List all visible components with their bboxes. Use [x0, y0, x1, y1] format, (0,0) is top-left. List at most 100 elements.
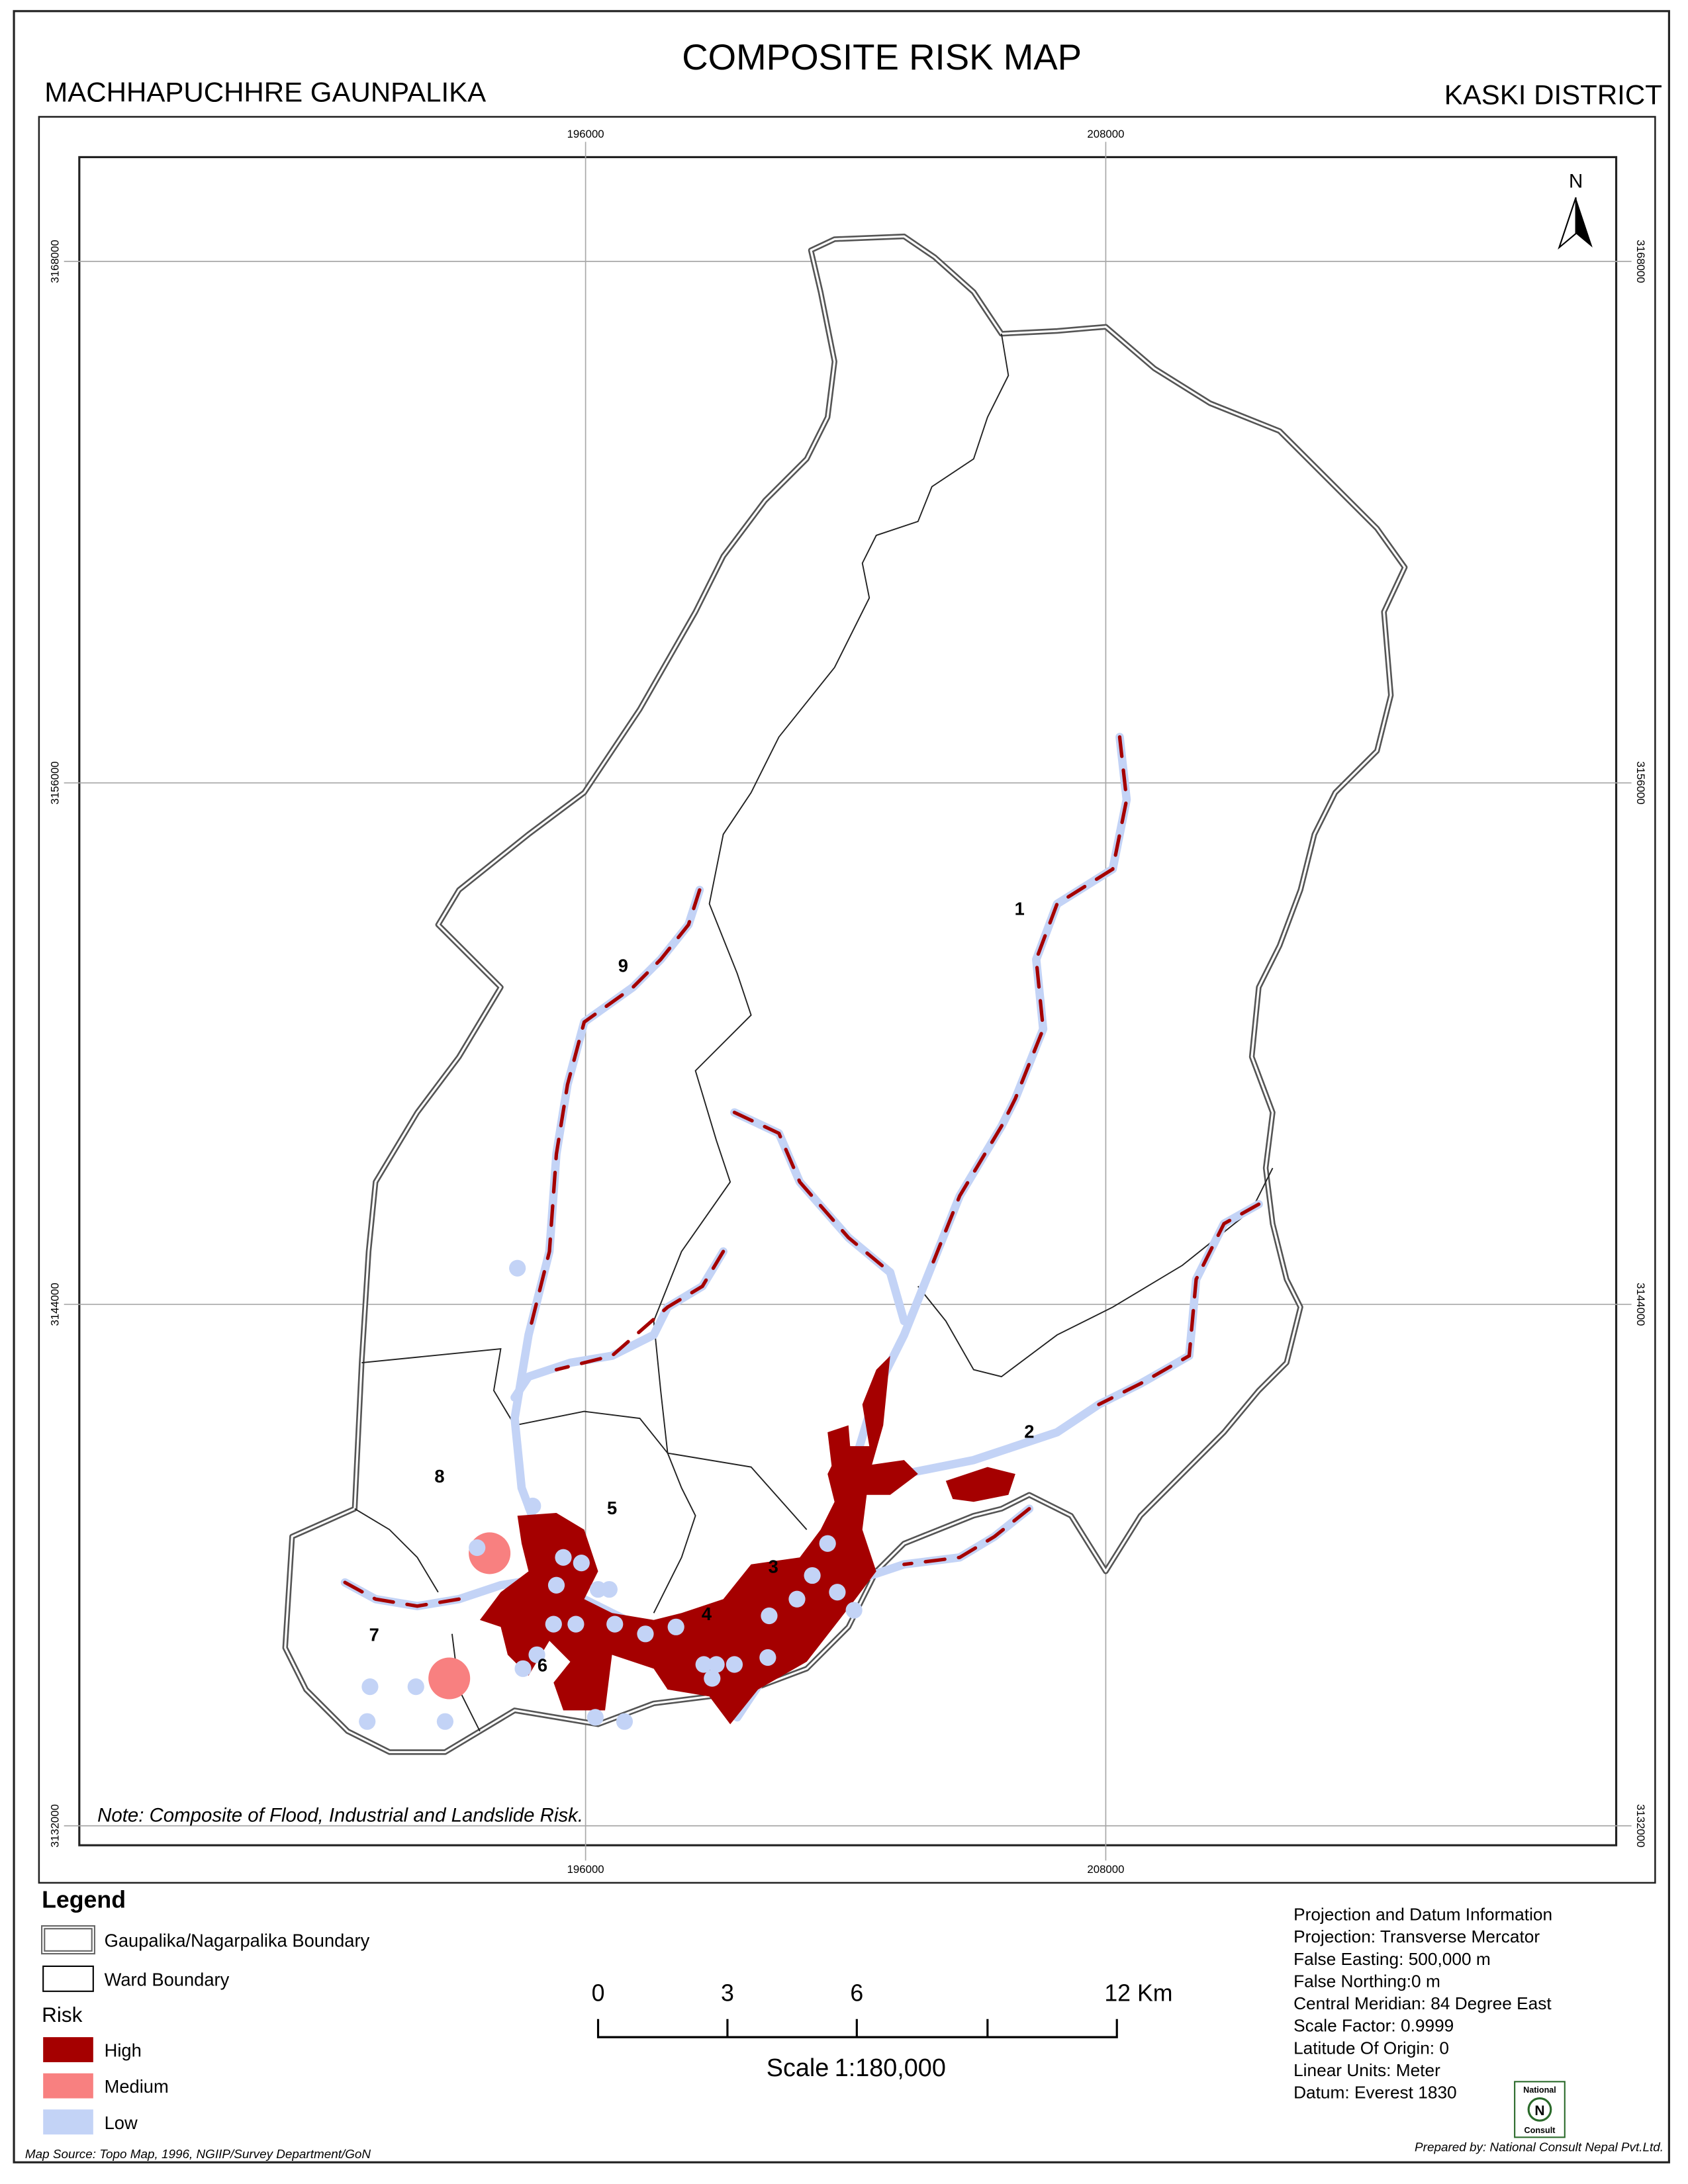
- ward-line: [354, 1508, 439, 1593]
- legend-label: Ward Boundary: [105, 1969, 230, 1989]
- scale-tick: 6: [850, 1979, 863, 2006]
- river-high-risk: [930, 735, 1129, 1267]
- low-risk-point: [829, 1584, 846, 1601]
- ward-label: 4: [702, 1604, 712, 1624]
- scale-label: Scale: [767, 2054, 829, 2082]
- ward-line: [917, 1167, 1274, 1378]
- low-risk-point: [524, 1497, 541, 1515]
- logo-text: N: [1534, 2103, 1544, 2118]
- boundary-inner: [284, 235, 1406, 1753]
- low-risk-point: [637, 1625, 654, 1643]
- low-risk-point: [708, 1656, 725, 1673]
- high-risk-zones: [479, 1355, 1015, 1725]
- legend: Legend Gaupalika/Nagarpalika Boundary Wa…: [41, 1887, 370, 2135]
- easting-label: 208000: [1087, 1863, 1124, 1876]
- northing-label: 3144000: [48, 1283, 61, 1326]
- high-risk-zone: [479, 1355, 890, 1725]
- low-risk-point: [359, 1713, 376, 1730]
- ward-labels: 1 2 3 4 5 6 7 8 9: [369, 899, 1035, 1676]
- ward-line: [653, 334, 1009, 1453]
- ward-label: 3: [769, 1556, 778, 1576]
- low-risk-point: [555, 1549, 572, 1566]
- low-risk-point: [667, 1618, 684, 1635]
- river-high-risk: [554, 1250, 726, 1372]
- ward-label: 1: [1015, 899, 1025, 919]
- title: COMPOSITE RISK MAP: [682, 37, 1082, 77]
- legend-title: Legend: [42, 1887, 126, 1913]
- low-risk-point: [528, 1646, 545, 1663]
- low-risk-point: [545, 1615, 562, 1633]
- low-risk-point: [407, 1678, 424, 1696]
- northing-label: 3144000: [1634, 1283, 1647, 1326]
- legend-label: Low: [105, 2113, 138, 2133]
- projection-line: False Easting: 500,000 m: [1293, 1949, 1491, 1969]
- logo-circle: [1527, 2097, 1552, 2122]
- projection-line: Latitude Of Origin: 0: [1293, 2038, 1449, 2058]
- river-high-risk: [343, 1580, 461, 1608]
- projection-info: Projection and Datum Information Projecti…: [1293, 1905, 1552, 2103]
- low-risk-point: [586, 1709, 604, 1726]
- low-risk-point: [616, 1713, 633, 1730]
- low-risk-point: [361, 1678, 379, 1696]
- legend-swatch: [43, 2073, 93, 2099]
- northing-label: 3132000: [1634, 1804, 1647, 1847]
- easting-label: 208000: [1087, 128, 1124, 140]
- high-risk-zone: [945, 1467, 1015, 1502]
- municipality: MACHHAPUCHHRE GAUNPALIKA: [44, 76, 486, 107]
- north-label: N: [1569, 171, 1583, 193]
- district: KASKI DISTRICT: [1444, 79, 1662, 111]
- high-risk-zone: [855, 1460, 918, 1495]
- low-risk-point: [600, 1580, 618, 1598]
- projection-line: Scale Factor: 0.9999: [1293, 2016, 1454, 2036]
- logo: National N Consult: [1514, 2081, 1566, 2138]
- scale-ratio: 1:180,000: [835, 2054, 946, 2082]
- low-risk-point: [567, 1615, 585, 1633]
- legend-swatch: [43, 2109, 93, 2135]
- legend-swatch: [42, 1965, 94, 1992]
- low-risk-point: [761, 1607, 778, 1625]
- scale-tick: 3: [721, 1979, 734, 2006]
- ward-label: 5: [607, 1498, 617, 1518]
- low-risk-point: [606, 1615, 624, 1633]
- northing-label: 3132000: [48, 1804, 61, 1847]
- high-risk-zone: [827, 1425, 851, 1467]
- river-high-risk: [526, 888, 702, 1337]
- ward-label: 6: [538, 1655, 547, 1676]
- northing-label: 3168000: [1634, 240, 1647, 283]
- low-risk-point: [547, 1576, 565, 1594]
- low-risk-point: [804, 1567, 821, 1584]
- projection-line: Central Meridian: 84 Degree East: [1293, 1993, 1552, 2013]
- ward-boundaries: [354, 334, 1274, 1732]
- ward-line: [653, 1453, 696, 1614]
- low-risk-point: [695, 1656, 712, 1673]
- legend-swatch: [41, 1925, 95, 1955]
- logo-text: Consult: [1524, 2126, 1556, 2135]
- projection-line: False Northing:0 m: [1293, 1971, 1440, 1991]
- legend-label: High: [105, 2040, 142, 2061]
- low-risk-point: [845, 1602, 863, 1619]
- low-risk-point: [726, 1656, 743, 1673]
- ward-label: 8: [434, 1466, 444, 1486]
- legend-label: Medium: [105, 2076, 169, 2097]
- low-risk-point: [573, 1555, 590, 1572]
- northing-label: 3156000: [48, 761, 61, 804]
- map-source: Map Source: Topo Map, 1996, NGIIP/Survey…: [25, 2148, 371, 2161]
- projection-line: Projection: Transverse Mercator: [1293, 1927, 1540, 1946]
- logo-text: National: [1523, 2085, 1556, 2095]
- medium-risk-point: [428, 1657, 471, 1700]
- low-risk-point: [469, 1539, 486, 1557]
- logo-frame: [1514, 2081, 1566, 2138]
- legend-swatch: [42, 1927, 94, 1954]
- scale-tick: 0: [592, 1979, 605, 2006]
- river-high-risk: [902, 1507, 1031, 1567]
- northing-label: 3156000: [1634, 761, 1647, 804]
- low-risk-point: [759, 1649, 776, 1666]
- risk-points: [359, 1259, 863, 1730]
- river-high-risk: [1097, 1202, 1261, 1406]
- legend-label: Gaupalika/Nagarpalika Boundary: [105, 1931, 370, 1951]
- low-risk-point: [436, 1713, 454, 1730]
- ward-label: 9: [618, 956, 628, 976]
- outer-frame: [38, 116, 1656, 1884]
